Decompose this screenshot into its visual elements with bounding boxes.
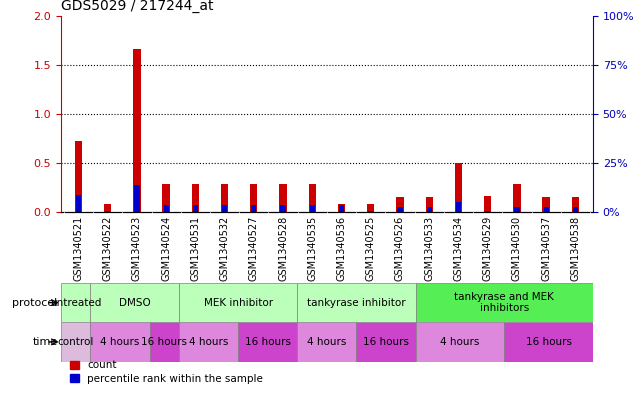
- Text: 16 hours: 16 hours: [245, 337, 291, 347]
- Text: GSM1340527: GSM1340527: [249, 216, 259, 281]
- Text: GSM1340537: GSM1340537: [541, 216, 551, 281]
- Bar: [149, 322, 179, 362]
- Text: MEK inhibitor: MEK inhibitor: [204, 298, 273, 308]
- Bar: [514, 208, 520, 212]
- Text: protocol: protocol: [12, 298, 58, 308]
- Bar: [280, 205, 286, 212]
- Text: GSM1340531: GSM1340531: [190, 216, 201, 281]
- Bar: [193, 205, 198, 212]
- Bar: [221, 184, 228, 212]
- Bar: [427, 208, 432, 212]
- Bar: [368, 211, 374, 212]
- Text: GSM1340529: GSM1340529: [483, 216, 493, 281]
- Text: GSM1340522: GSM1340522: [103, 216, 113, 281]
- Text: GSM1340533: GSM1340533: [424, 216, 434, 281]
- Bar: [238, 322, 297, 362]
- Bar: [76, 195, 81, 212]
- Bar: [133, 49, 140, 212]
- Bar: [310, 205, 315, 212]
- Text: GSM1340528: GSM1340528: [278, 216, 288, 281]
- Bar: [250, 184, 258, 212]
- Text: time: time: [33, 337, 58, 347]
- Text: GSM1340523: GSM1340523: [132, 216, 142, 281]
- Text: 4 hours: 4 hours: [440, 337, 479, 347]
- Text: GSM1340535: GSM1340535: [307, 216, 317, 281]
- Text: 16 hours: 16 hours: [142, 337, 187, 347]
- Bar: [297, 322, 356, 362]
- Bar: [162, 184, 170, 212]
- Bar: [485, 211, 490, 212]
- Bar: [179, 322, 238, 362]
- Text: GSM1340538: GSM1340538: [570, 216, 580, 281]
- Text: GSM1340532: GSM1340532: [220, 216, 229, 281]
- Bar: [504, 322, 593, 362]
- Bar: [61, 283, 90, 322]
- Text: GSM1340521: GSM1340521: [74, 216, 83, 281]
- Bar: [308, 184, 316, 212]
- Bar: [90, 283, 179, 322]
- Bar: [297, 283, 415, 322]
- Bar: [455, 163, 462, 212]
- Bar: [338, 204, 345, 212]
- Bar: [222, 205, 227, 212]
- Bar: [105, 211, 110, 212]
- Bar: [61, 322, 90, 362]
- Bar: [251, 205, 256, 212]
- Text: 16 hours: 16 hours: [526, 337, 572, 347]
- Text: GSM1340530: GSM1340530: [512, 216, 522, 281]
- Text: GSM1340525: GSM1340525: [366, 216, 376, 281]
- Legend: count, percentile rank within the sample: count, percentile rank within the sample: [66, 356, 267, 388]
- Text: control: control: [58, 337, 94, 347]
- Bar: [426, 196, 433, 212]
- Bar: [192, 184, 199, 212]
- Text: untreated: untreated: [50, 298, 101, 308]
- Bar: [544, 208, 549, 212]
- Text: tankyrase inhibitor: tankyrase inhibitor: [307, 298, 406, 308]
- Bar: [90, 322, 149, 362]
- Bar: [279, 184, 287, 212]
- Bar: [572, 196, 579, 212]
- Text: GSM1340534: GSM1340534: [453, 216, 463, 281]
- Bar: [163, 205, 169, 212]
- Text: 4 hours: 4 hours: [189, 337, 228, 347]
- Bar: [75, 141, 82, 212]
- Bar: [397, 208, 403, 212]
- Text: 4 hours: 4 hours: [101, 337, 140, 347]
- Bar: [179, 283, 297, 322]
- Text: 16 hours: 16 hours: [363, 337, 409, 347]
- Bar: [415, 283, 593, 322]
- Bar: [367, 204, 374, 212]
- Text: 4 hours: 4 hours: [307, 337, 347, 347]
- Bar: [513, 184, 520, 212]
- Bar: [356, 322, 415, 362]
- Text: DMSO: DMSO: [119, 298, 151, 308]
- Text: GDS5029 / 217244_at: GDS5029 / 217244_at: [61, 0, 213, 13]
- Bar: [415, 322, 504, 362]
- Bar: [396, 196, 404, 212]
- Bar: [484, 195, 492, 212]
- Bar: [134, 185, 140, 212]
- Bar: [456, 202, 461, 212]
- Text: tankyrase and MEK
inhibitors: tankyrase and MEK inhibitors: [454, 292, 554, 313]
- Bar: [542, 196, 550, 212]
- Text: GSM1340524: GSM1340524: [161, 216, 171, 281]
- Text: GSM1340536: GSM1340536: [337, 216, 347, 281]
- Bar: [104, 204, 112, 212]
- Text: GSM1340526: GSM1340526: [395, 216, 405, 281]
- Bar: [339, 205, 344, 212]
- Bar: [573, 208, 578, 212]
